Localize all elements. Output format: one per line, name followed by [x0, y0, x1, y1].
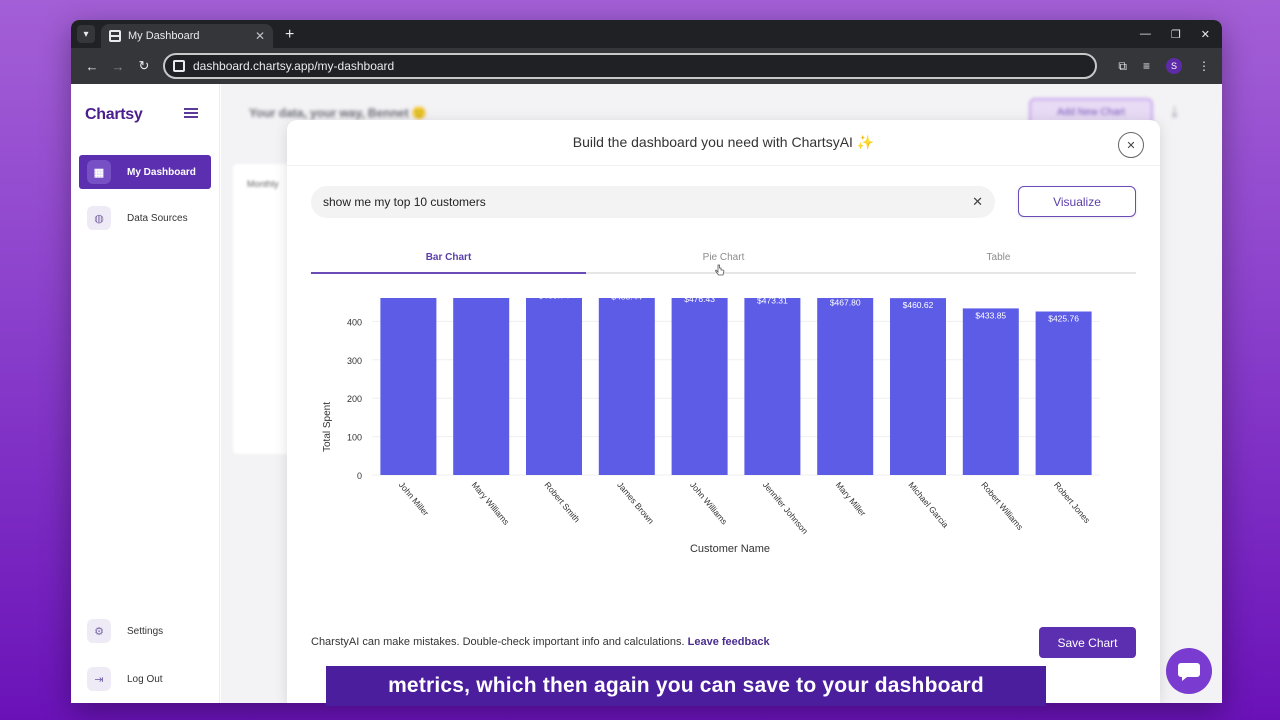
tab-table[interactable]: Table [986, 252, 1011, 263]
y-axis-label: Total Spent [322, 402, 333, 452]
mouse-cursor-icon [715, 264, 725, 276]
restore-icon[interactable]: ❐ [1170, 29, 1181, 41]
x-tick-label: Robert Smith [542, 480, 582, 525]
bar-value-label: $485.74 [539, 298, 570, 300]
tab-bar: ▾ My Dashboard ✕ + — ❐ ✕ [71, 20, 1222, 48]
site-info-icon[interactable] [173, 60, 185, 72]
visualize-button[interactable]: Visualize [1018, 186, 1136, 217]
save-chart-button[interactable]: Save Chart [1039, 627, 1136, 658]
welcome-heading: Your data, your way, Bennet 🙂 [249, 106, 427, 120]
background-card-title: Monthly [247, 179, 279, 189]
menu-toggle-icon[interactable] [184, 108, 198, 118]
bar[interactable] [890, 298, 946, 475]
y-tick-label: 100 [347, 433, 362, 443]
sidebar-item-log-out[interactable]: ⇥ Log Out [79, 662, 211, 696]
back-icon[interactable]: ← [85, 58, 99, 74]
tab-search-button[interactable]: ▾ [77, 25, 95, 43]
bar[interactable] [671, 298, 728, 475]
bar-value-label: $425.76 [1048, 314, 1079, 324]
modal-title: Build the dashboard you need with Charts… [287, 120, 1160, 166]
y-tick-label: 400 [347, 317, 362, 327]
media-icon[interactable]: ≡ [1142, 59, 1150, 73]
database-icon: ◍ [87, 206, 111, 230]
address-bar: ← → ↻ dashboard.chartsy.app/my-dashboard… [71, 48, 1222, 84]
bar-value-label: $433.85 [975, 310, 1006, 320]
bar[interactable] [1035, 311, 1092, 475]
bar-value-label: $483.44 [611, 298, 642, 301]
disclaimer: CharstyAI can make mistakes. Double-chec… [311, 636, 770, 648]
leave-feedback-link[interactable]: Leave feedback [687, 636, 770, 648]
query-input[interactable]: show me my top 10 customers ✕ [311, 186, 995, 218]
sidebar-item-label: Log Out [127, 673, 163, 685]
profile-avatar[interactable]: S [1166, 58, 1182, 74]
x-tick-label: Michael Garcia [906, 480, 950, 530]
query-text: show me my top 10 customers [323, 195, 486, 209]
toolbar-actions: ⧉ ≡ S ⋮ [1118, 58, 1214, 74]
sidebar-item-label: Data Sources [127, 212, 188, 224]
bar-value-label: $476.43 [684, 298, 715, 304]
y-tick-label: 300 [347, 356, 362, 366]
sidebar-item-my-dashboard[interactable]: ▦ My Dashboard [79, 155, 211, 189]
x-tick-label: John Williams [688, 480, 729, 527]
disclaimer-text: CharstyAI can make mistakes. Double-chec… [311, 636, 685, 648]
bar[interactable] [380, 298, 437, 475]
new-tab-button[interactable]: + [285, 26, 295, 43]
video-caption: metrics, which then again you can save t… [326, 666, 1046, 706]
browser-window: ▾ My Dashboard ✕ + — ❐ ✕ ← → ↻ dashboard… [71, 20, 1222, 703]
y-tick-label: 0 [357, 471, 362, 481]
sidebar-item-data-sources[interactable]: ◍ Data Sources [79, 201, 211, 235]
tab-pie-chart[interactable]: Pie Chart [702, 252, 745, 263]
forward-icon[interactable]: → [111, 58, 125, 74]
bar-chart: $514.12$501.77$485.74$483.44$476.43$473.… [322, 298, 1100, 555]
bar[interactable] [744, 298, 801, 475]
app: Chartsy ▦ My Dashboard ◍ Data Sources ⚙ … [71, 84, 1222, 703]
download-icon[interactable]: ⤓ [1171, 104, 1179, 121]
chat-bubble-icon [1178, 663, 1200, 681]
reload-icon[interactable]: ↻ [138, 58, 150, 73]
tab-bar-chart[interactable]: Bar Chart [311, 250, 586, 274]
x-tick-label: Mary Williams [470, 480, 512, 527]
x-axis-label: Customer Name [690, 543, 770, 555]
gear-icon: ⚙ [87, 619, 111, 643]
brand-logo[interactable]: Chartsy [85, 106, 143, 123]
sidebar: Chartsy ▦ My Dashboard ◍ Data Sources ⚙ … [71, 84, 220, 703]
modal-close-button[interactable]: ✕ [1118, 132, 1144, 158]
url-field[interactable]: dashboard.chartsy.app/my-dashboard [163, 53, 1097, 79]
minimize-icon[interactable]: — [1139, 28, 1151, 40]
x-tick-label: Robert Jones [1052, 480, 1092, 525]
favicon-icon [109, 30, 121, 42]
sidebar-item-label: My Dashboard [127, 166, 196, 178]
close-window-icon[interactable]: ✕ [1200, 29, 1210, 41]
bar[interactable] [526, 298, 582, 475]
bar[interactable] [453, 298, 510, 475]
window-controls: — ❐ ✕ [1140, 28, 1222, 48]
chart-builder-modal: Build the dashboard you need with Charts… [287, 120, 1160, 703]
x-tick-label: James Brown [615, 480, 656, 526]
browser-tab[interactable]: My Dashboard ✕ [101, 24, 273, 48]
x-tick-label: Mary Miller [834, 480, 868, 518]
x-tick-label: John Miller [397, 480, 431, 518]
bar-value-label: $460.62 [903, 300, 934, 310]
extensions-icon[interactable]: ⧉ [1118, 58, 1127, 73]
bar[interactable] [598, 298, 655, 475]
logout-icon: ⇥ [87, 667, 111, 691]
dashboard-icon: ▦ [87, 160, 111, 184]
browser-menu-icon[interactable]: ⋮ [1198, 59, 1210, 73]
y-tick-label: 200 [347, 394, 362, 404]
tab-title: My Dashboard [128, 30, 200, 42]
x-tick-label: Jennifer Johnson [761, 480, 810, 536]
bar[interactable] [817, 298, 874, 475]
sidebar-item-label: Settings [127, 625, 164, 637]
x-tick-label: Robert Williams [979, 480, 1025, 532]
bar-value-label: $473.31 [757, 298, 788, 305]
sidebar-item-settings[interactable]: ⚙ Settings [79, 614, 211, 648]
bar-value-label: $467.80 [830, 298, 861, 307]
chat-button[interactable] [1166, 648, 1212, 694]
tab-close-icon[interactable]: ✕ [254, 29, 265, 43]
url-text: dashboard.chartsy.app/my-dashboard [193, 59, 395, 73]
bar[interactable] [962, 308, 1019, 475]
clear-query-icon[interactable]: ✕ [972, 194, 983, 209]
